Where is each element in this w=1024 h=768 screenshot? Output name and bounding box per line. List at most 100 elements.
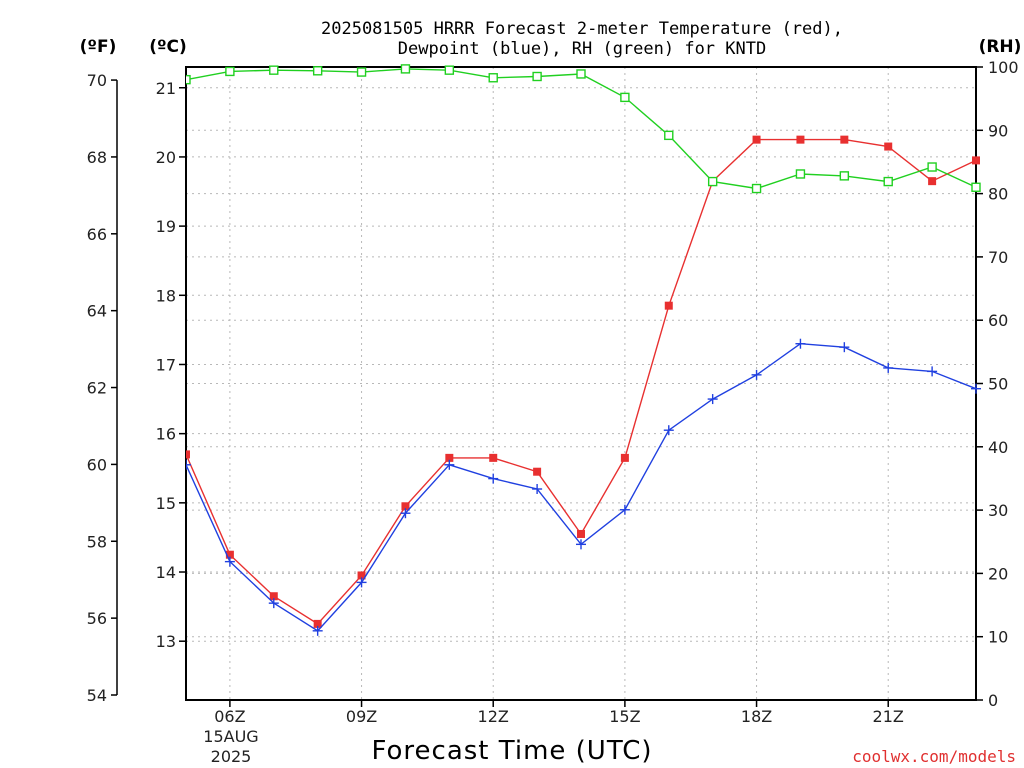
dewpoint-point (795, 338, 806, 349)
dewpoint-point (312, 625, 323, 636)
date-label-year: 2025 (211, 747, 252, 766)
dewpoint-point (356, 577, 367, 588)
dewpoint-point (707, 394, 718, 405)
rh-point (444, 65, 455, 75)
rh-point (971, 182, 981, 192)
rh-point (576, 69, 586, 79)
dewpoint-point (663, 425, 674, 436)
rh-point (532, 71, 542, 82)
time-tick-label: 18Z (741, 707, 772, 726)
rh-tick-label: 30 (988, 501, 1008, 520)
fahrenheit-unit-label: (ºF) (80, 37, 117, 57)
dewpoint-point (883, 362, 894, 373)
rh-point (225, 66, 235, 77)
fahrenheit-tick-label: 58 (87, 532, 107, 551)
temperature-point (445, 453, 454, 462)
temperature-line (186, 138, 977, 625)
fahrenheit-tick-label: 62 (87, 379, 107, 398)
rh-tick-label: 10 (988, 628, 1008, 647)
chart-title-line-2: Dewpoint (blue), RH (green) for KNTD (398, 39, 766, 59)
dewpoint-point (532, 484, 543, 494)
rh-point (186, 74, 191, 85)
rh-point (795, 169, 806, 179)
rh-point (707, 176, 718, 187)
celsius-tick-label: 14 (156, 563, 176, 582)
time-tick-label: 06Z (214, 707, 245, 726)
axes (111, 66, 983, 707)
dewpoint-point (751, 369, 762, 380)
rh-tick-label: 40 (988, 438, 1008, 457)
dewpoint-point (971, 383, 981, 394)
rh-line (186, 68, 977, 190)
series-dewpoint (186, 338, 981, 636)
celsius-tick-label: 15 (156, 494, 176, 513)
temperature-point (577, 529, 585, 538)
celsius-tick-label: 20 (156, 148, 176, 167)
rh-point (751, 183, 762, 194)
dewpoint-point (268, 598, 279, 609)
fahrenheit-tick-label: 70 (87, 71, 107, 90)
dewpoint-point (400, 508, 411, 519)
fahrenheit-tick-label: 56 (87, 609, 107, 628)
celsius-unit-label: (ºC) (149, 37, 187, 57)
fahrenheit-tick-label: 54 (87, 686, 107, 705)
rh-point (269, 65, 279, 75)
rh-point (356, 67, 367, 77)
rh-point (488, 73, 498, 83)
temperature-point (884, 142, 893, 151)
temperature-point (972, 156, 980, 165)
time-tick-label: 15Z (609, 707, 640, 726)
temperature-point (928, 177, 937, 186)
temperature-point (533, 467, 542, 476)
temperature-point (269, 592, 278, 601)
rh-tick-label: 100 (988, 58, 1019, 77)
fahrenheit-tick-label: 60 (87, 455, 107, 474)
celsius-tick-label: 17 (156, 355, 176, 374)
temperature-point (186, 450, 190, 459)
rh-point (839, 171, 850, 181)
rh-tick-label: 50 (988, 375, 1008, 394)
temperature-point (796, 135, 805, 144)
temperature-point (664, 301, 673, 310)
rh-tick-label: 90 (988, 121, 1008, 140)
celsius-tick-label: 19 (156, 217, 176, 236)
rh-point (883, 176, 893, 187)
fahrenheit-tick-label: 66 (87, 225, 107, 244)
temperature-point (225, 550, 234, 559)
rh-point (312, 66, 323, 76)
temperature-point (401, 502, 410, 511)
rh-point (400, 64, 411, 74)
celsius-tick-label: 16 (156, 425, 176, 444)
celsius-tick-label: 21 (156, 79, 176, 98)
dewpoint-point (186, 459, 191, 470)
temperature-point (752, 135, 761, 144)
celsius-tick-label: 18 (156, 286, 176, 305)
chart-title-line-1: 2025081505 HRRR Forecast 2-meter Tempera… (321, 19, 843, 39)
dewpoint-point (224, 556, 235, 567)
dewpoint-point (619, 504, 630, 515)
source-credit: coolwx.com/models (852, 747, 1016, 766)
time-tick-label: 09Z (346, 707, 377, 726)
temperature-point (313, 619, 322, 628)
time-tick-label: 12Z (478, 707, 509, 726)
dewpoint-point (927, 366, 938, 377)
rh-point (664, 130, 674, 141)
dewpoint-point (576, 539, 586, 550)
temperature-point (620, 453, 629, 462)
tick-labels: 54 56 58 60 62 64 66 68 70 13 14 15 16 17 18 19 20 21 0 10 2… (87, 58, 1019, 726)
grid-lines (186, 66, 976, 701)
dewpoint-point (488, 473, 499, 484)
dewpoint-point (839, 342, 850, 353)
plot-frame (185, 66, 977, 701)
series-temperature (186, 135, 980, 628)
rh-tick-label: 80 (988, 185, 1008, 204)
temperature-point (357, 571, 366, 580)
temperature-point (840, 135, 849, 144)
rh-tick-label: 0 (988, 691, 998, 710)
series-rh (186, 64, 981, 194)
date-label-day: 15AUG (203, 727, 258, 746)
dewpoint-point (444, 459, 455, 470)
x-axis-title: Forecast Time (UTC) (371, 736, 652, 766)
data-series (186, 64, 981, 636)
